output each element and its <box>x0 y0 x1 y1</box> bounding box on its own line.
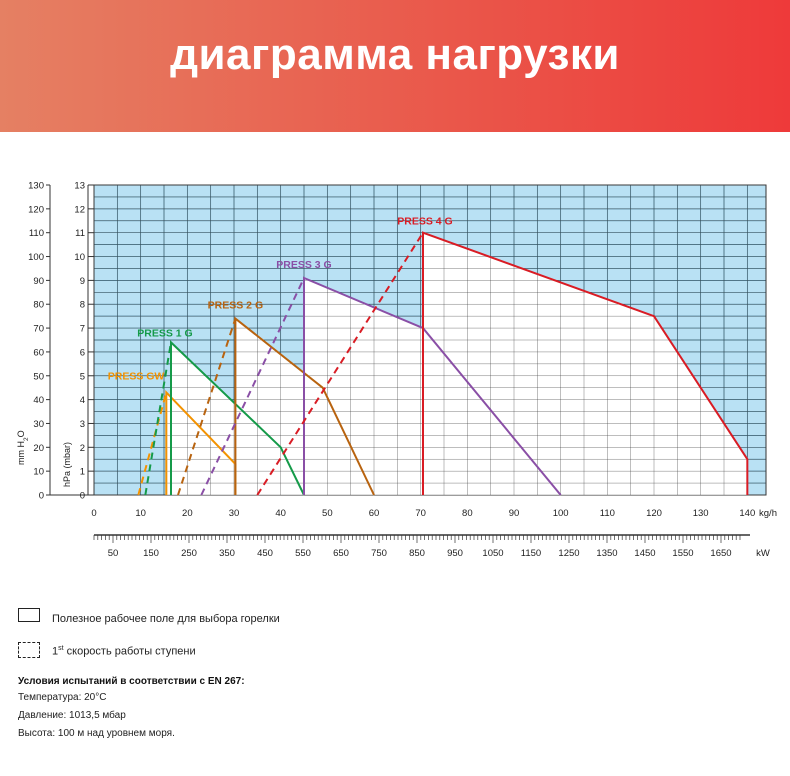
y-right-axis-title: hPa (mbar) <box>62 442 72 487</box>
series-label: PRESS GW <box>108 370 165 382</box>
y-right-tick-label: 11 <box>75 228 85 239</box>
kw-tick-label: 1450 <box>634 548 655 559</box>
y-left-tick-label: 100 <box>28 252 44 263</box>
kw-tick-label: 550 <box>295 548 311 559</box>
y-left-tick-label: 30 <box>33 419 44 430</box>
y-left-tick-label: 70 <box>33 324 44 335</box>
y-right-tick-label: 12 <box>74 204 85 215</box>
x-tick-label: 20 <box>182 508 193 519</box>
kw-unit-label: kW <box>756 548 770 559</box>
y-right-tick-label: 10 <box>74 252 85 263</box>
y-left-tick-label: 60 <box>33 347 44 358</box>
y-right-tick-label: 9 <box>80 276 85 287</box>
y-left-tick-label: 10 <box>33 467 44 478</box>
x-tick-label: 90 <box>509 508 520 519</box>
x-tick-label: 0 <box>91 508 96 519</box>
kw-tick-label: 250 <box>181 548 197 559</box>
y-left-tick-label: 20 <box>33 443 44 454</box>
kw-tick-label: 1350 <box>596 548 617 559</box>
legend-solid-label: Полезное рабочее поле для выбора горелки <box>52 613 280 625</box>
conditions-temperature: Температура: 20°C <box>18 692 107 703</box>
kw-tick-label: 850 <box>409 548 425 559</box>
series-line-solid <box>234 316 375 496</box>
series-line-solid <box>170 340 305 496</box>
x-tick-label: 50 <box>322 508 333 519</box>
kw-tick-label: 1650 <box>710 548 731 559</box>
y-right-tick-label: 8 <box>80 300 85 311</box>
y-left-tick-label: 50 <box>33 371 44 382</box>
x-tick-label: 30 <box>229 508 240 519</box>
kw-tick-label: 1250 <box>558 548 579 559</box>
x-tick-label: 80 <box>462 508 473 519</box>
legend-dashed-label: 1st скорость работы ступени <box>52 645 196 658</box>
legend-dashed-box <box>18 642 40 658</box>
kw-tick-label: 150 <box>143 548 159 559</box>
series-line-dashed <box>200 277 305 496</box>
y-right-tick-label: 4 <box>80 395 85 406</box>
x-tick-label: 60 <box>369 508 380 519</box>
conditions-altitude: Высота: 100 м над уровнем моря. <box>18 728 175 739</box>
y-left-tick-label: 90 <box>33 276 44 287</box>
y-right-tick-label: 0 <box>80 491 85 502</box>
y-right-tick-label: 13 <box>74 181 85 192</box>
series-line-dashed <box>137 392 168 496</box>
series-line-solid <box>422 231 749 495</box>
series-line-dashed <box>256 232 424 496</box>
x-tick-label: 140 <box>739 508 755 519</box>
y-left-tick-label: 0 <box>39 491 44 502</box>
y-left-tick-label: 80 <box>33 300 44 311</box>
series-line-dashed <box>144 342 172 496</box>
y-right-tick-label: 6 <box>80 347 85 358</box>
kw-tick-label: 650 <box>333 548 349 559</box>
y-right-tick-label: 7 <box>80 324 85 335</box>
y-left-axis-title: mm H2O <box>16 430 30 465</box>
y-right-tick-label: 3 <box>80 419 85 430</box>
x-tick-label: 130 <box>693 508 709 519</box>
series-label: PRESS 2 G <box>208 300 263 312</box>
x-unit-label: kg/h <box>759 508 777 519</box>
kw-tick-label: 750 <box>371 548 387 559</box>
series-line-solid <box>303 276 562 496</box>
x-tick-label: 120 <box>646 508 662 519</box>
kw-tick-label: 1550 <box>672 548 693 559</box>
series-label: PRESS 1 G <box>137 327 192 339</box>
y-left-tick-label: 120 <box>28 204 44 215</box>
legend-solid-box <box>18 608 40 622</box>
y-left-tick-label: 40 <box>33 395 44 406</box>
x-tick-label: 100 <box>553 508 569 519</box>
header-banner: диаграмма нагрузки <box>0 0 790 132</box>
y-left-tick-label: 130 <box>28 181 44 192</box>
x-tick-label: 40 <box>275 508 286 519</box>
y-right-tick-label: 1 <box>80 467 85 478</box>
kw-tick-label: 450 <box>257 548 273 559</box>
x-tick-label: 70 <box>415 508 426 519</box>
kw-tick-label: 950 <box>447 548 463 559</box>
conditions-pressure: Давление: 1013,5 мбар <box>18 710 126 721</box>
x-tick-label: 10 <box>135 508 146 519</box>
series-line-dashed <box>177 318 237 496</box>
series-label: PRESS 3 G <box>276 259 331 271</box>
y-right-tick-label: 5 <box>80 371 85 382</box>
y-left-tick-label: 110 <box>29 228 44 239</box>
load-diagram-chart: 0102030405060708090100110120130012345678… <box>16 181 777 560</box>
y-right-tick-label: 2 <box>80 443 85 454</box>
conditions-title: Условия испытаний в соответствии с EN 26… <box>18 676 245 687</box>
series-label: PRESS 4 G <box>397 216 452 228</box>
page-title: диаграмма нагрузки <box>170 30 620 79</box>
kw-tick-label: 50 <box>108 548 119 559</box>
kw-tick-label: 1050 <box>482 548 503 559</box>
kw-tick-label: 1150 <box>521 548 541 559</box>
x-tick-label: 110 <box>600 508 615 519</box>
kw-tick-label: 350 <box>219 548 235 559</box>
